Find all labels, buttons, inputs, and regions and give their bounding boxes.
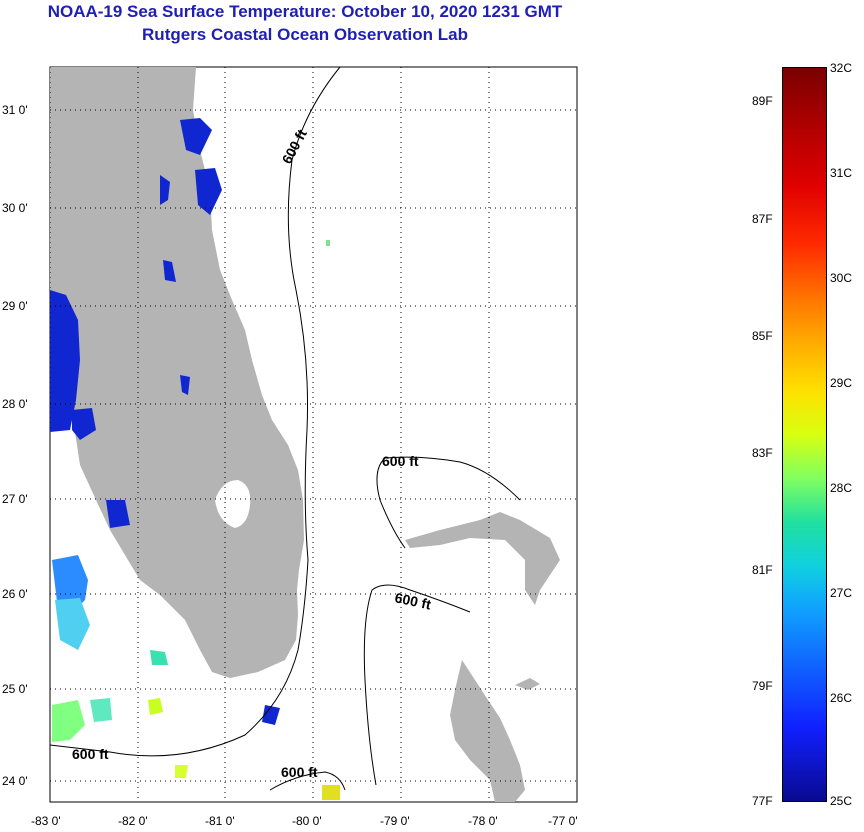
colorbar-c-label: 27C	[830, 586, 853, 600]
colorbar-c-label: 28C	[830, 481, 853, 495]
colorbar-f-label: 79F	[752, 679, 773, 693]
colorbar-f-label: 89F	[752, 94, 773, 108]
lon-label: -79 0'	[380, 814, 410, 828]
map-title: NOAA-19 Sea Surface Temperature: October…	[47, 2, 563, 21]
latitude-labels: 31 0' 30 0' 29 0' 28 0' 27 0' 26 0' 25 0…	[2, 103, 28, 788]
grand-bahama-land	[405, 512, 560, 605]
lat-label: 25 0'	[2, 682, 28, 696]
longitude-labels: -83 0' -82 0' -81 0' -80 0' -79 0' -78 0…	[31, 814, 578, 828]
lat-label: 24 0'	[2, 774, 28, 788]
temperature-colorbar	[782, 67, 827, 802]
contour-label: 600 ft	[281, 764, 318, 780]
colorbar-c-label: 30C	[830, 271, 853, 285]
contour-label: 600 ft	[72, 746, 109, 762]
lon-label: -77 0'	[548, 814, 578, 828]
contour-label: 600 ft	[393, 589, 432, 612]
colorbar-c-label: 31C	[830, 166, 853, 180]
contour-label: 600 ft	[382, 453, 419, 469]
andros-land	[450, 660, 525, 802]
lon-label: -78 0'	[468, 814, 498, 828]
sst-warm-patches	[52, 240, 340, 800]
lat-label: 29 0'	[2, 299, 28, 313]
colorbar-c-label: 32C	[830, 61, 853, 75]
lat-label: 30 0'	[2, 201, 28, 215]
lon-label: -81 0'	[205, 814, 235, 828]
colorbar-f-label: 83F	[752, 446, 773, 460]
colorbar-c-label: 25C	[830, 794, 853, 808]
colorbar-f-label: 87F	[752, 212, 773, 226]
lat-label: 27 0'	[2, 492, 28, 506]
colorbar-f-label: 85F	[752, 329, 773, 343]
lon-label: -80 0'	[292, 814, 322, 828]
lon-label: -83 0'	[31, 814, 61, 828]
colorbar-c-label: 29C	[830, 376, 853, 390]
lat-label: 26 0'	[2, 587, 28, 601]
map-subtitle: Rutgers Coastal Ocean Observation Lab	[142, 25, 468, 44]
lat-label: 31 0'	[2, 103, 28, 117]
lake-okeechobee	[215, 480, 251, 528]
colorbar-f-label: 81F	[752, 563, 773, 577]
sst-cold-patches	[50, 118, 280, 725]
bahama-islet	[515, 678, 540, 690]
colorbar-f-label: 77F	[752, 794, 773, 808]
lat-label: 28 0'	[2, 397, 28, 411]
isobath-600ft	[49, 66, 521, 791]
lon-label: -82 0'	[118, 814, 148, 828]
colorbar-c-label: 26C	[830, 691, 853, 705]
